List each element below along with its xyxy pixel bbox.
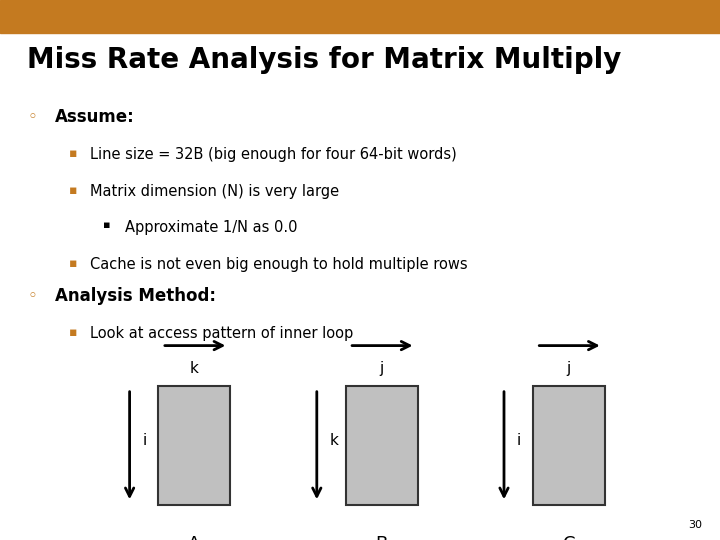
Text: Assume:: Assume: (55, 108, 135, 126)
Text: Approximate 1/N as 0.0: Approximate 1/N as 0.0 (125, 220, 297, 235)
Text: Matrix dimension (N) is very large: Matrix dimension (N) is very large (90, 184, 339, 199)
Text: ▪: ▪ (68, 184, 77, 197)
Text: Look at access pattern of inner loop: Look at access pattern of inner loop (90, 326, 354, 341)
Text: j: j (379, 361, 384, 376)
Text: ▪: ▪ (103, 220, 110, 231)
Text: ▪: ▪ (68, 257, 77, 270)
Text: j: j (567, 361, 571, 376)
Text: 30: 30 (688, 520, 702, 530)
Bar (158, 386, 230, 505)
Text: ◦: ◦ (27, 287, 37, 305)
Text: C: C (562, 535, 575, 540)
Text: k: k (330, 433, 338, 448)
Text: Line size = 32B (big enough for four 64-bit words): Line size = 32B (big enough for four 64-… (90, 147, 456, 162)
Bar (533, 386, 605, 505)
Text: ▪: ▪ (68, 326, 77, 339)
Text: i: i (517, 433, 521, 448)
Text: A: A (188, 535, 201, 540)
Bar (346, 386, 418, 505)
Text: ◦: ◦ (27, 108, 37, 126)
Text: k: k (190, 361, 199, 376)
Text: Analysis Method:: Analysis Method: (55, 287, 216, 305)
Text: ▪: ▪ (68, 147, 77, 160)
Text: Cache is not even big enough to hold multiple rows: Cache is not even big enough to hold mul… (90, 257, 467, 272)
Text: B: B (375, 535, 388, 540)
Text: Miss Rate Analysis for Matrix Multiply: Miss Rate Analysis for Matrix Multiply (27, 46, 622, 74)
Text: i: i (143, 433, 147, 448)
